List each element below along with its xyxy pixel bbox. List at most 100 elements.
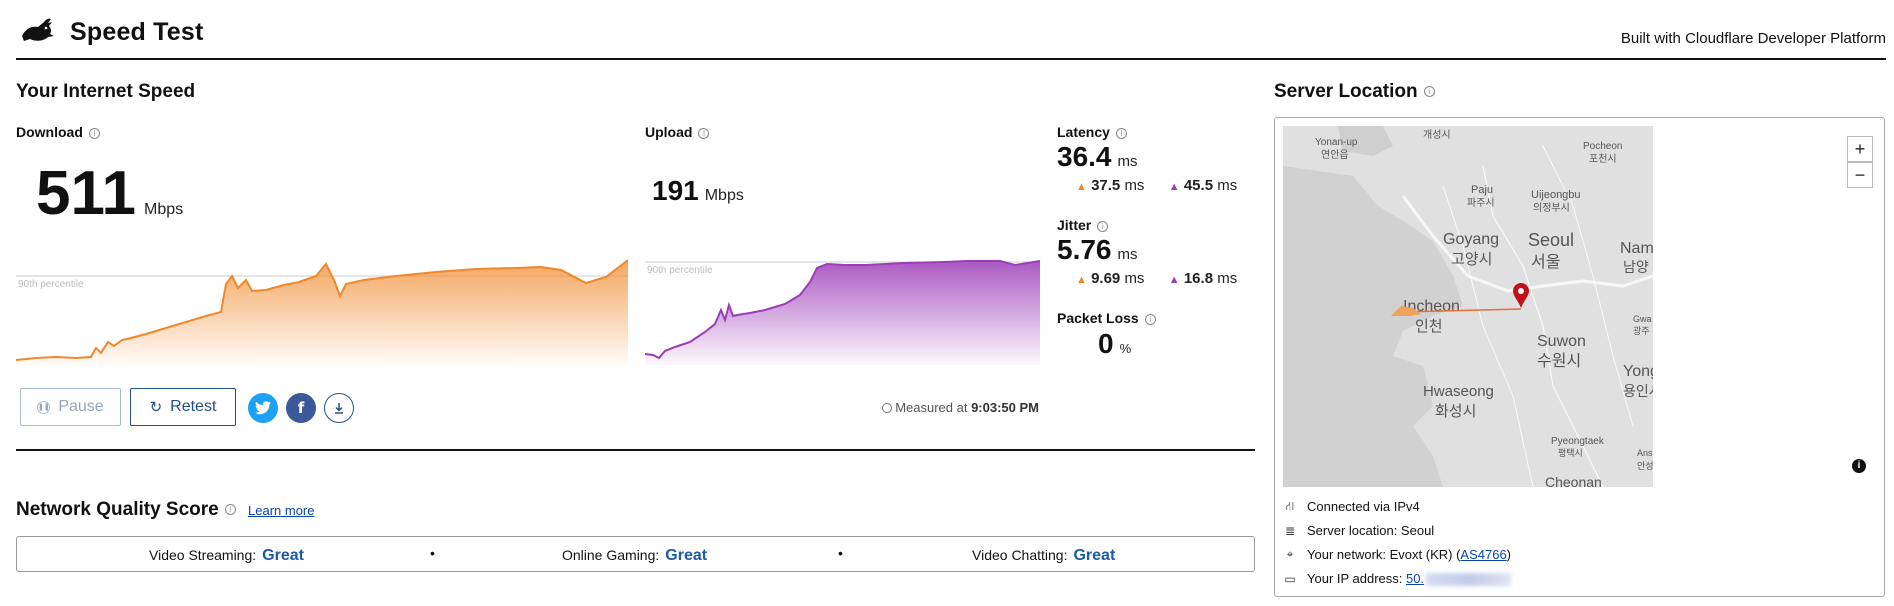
zoom-in-button[interactable]: + [1847,136,1873,162]
latency-number: 36.4 [1057,141,1112,172]
nqs-item-value: Great [665,547,708,564]
learn-more-link[interactable]: Learn more [248,503,315,518]
svg-text:Pocheon: Pocheon [1583,141,1622,152]
svg-text:Paju: Paju [1471,184,1493,196]
upload-percentile-label: 90th percentile [647,265,713,276]
download-label: Download i [16,124,100,140]
download-unit: Mbps [144,201,184,218]
svg-text:Ans: Ans [1637,448,1653,458]
download-arrow-icon: ▲ [1076,181,1087,193]
info-icon[interactable]: i [224,504,236,516]
location-pin-icon: ⌖ [1286,547,1294,561]
packet-loss-label-text: Packet Loss [1057,310,1139,326]
info-icon[interactable]: i [698,127,710,139]
svg-text:개성시: 개성시 [1423,129,1451,141]
server-location-title: Server Location i [1274,81,1435,103]
latency-label: Latency i [1057,124,1127,140]
download-series-line [16,259,628,361]
download-results-button[interactable] [324,393,354,423]
svg-text:서울: 서울 [1531,253,1560,271]
info-icon[interactable]: i [1144,313,1156,325]
download-chart: 90th percentile [16,250,628,365]
download-percentile-label: 90th percentile [18,279,84,290]
download-value: 511 Mbps [36,158,183,229]
svg-text:평택시: 평택시 [1558,448,1583,458]
packet-loss-value: 0% [1098,328,1131,360]
nqs-item-value: Great [262,547,304,564]
redacted-ip [1426,573,1512,587]
jitter-value: 5.76 ms [1057,234,1138,266]
client-area-marker [1391,306,1421,316]
latency-down-value: 37.5 [1091,177,1121,194]
refresh-icon: ↻ [149,399,163,416]
packet-loss-number: 0 [1098,328,1114,359]
built-with-text: Built with Cloudflare Developer Platform [1620,30,1886,47]
svg-text:고양시: 고양시 [1451,251,1492,268]
svg-text:의정부시: 의정부시 [1533,202,1570,214]
svg-text:포천시: 포천시 [1589,153,1617,165]
svg-text:Cheonan: Cheonan [1545,474,1602,487]
info-icon[interactable]: i [1115,127,1127,139]
svg-text:Yonan-up: Yonan-up [1315,137,1358,148]
nqs-title-text: Network Quality Score [16,499,219,520]
nqs-online-gaming: Online Gaming: Great [562,547,707,565]
packet-loss-label: Packet Loss i [1057,310,1156,326]
measured-prefix: Measured at [895,400,968,415]
svg-text:Uijeongbu: Uijeongbu [1531,189,1581,201]
jitter-unit: ms [1117,246,1138,263]
map-attribution-icon[interactable]: i [1852,459,1866,473]
facebook-icon: f [297,399,305,417]
upload-unit: Mbps [704,187,744,204]
svg-text:Pyeongtaek: Pyeongtaek [1551,436,1605,447]
svg-text:Goyang: Goyang [1443,231,1499,248]
app-title: Speed Test [70,18,204,46]
nqs-item-value: Great [1073,547,1116,564]
twitter-share-button[interactable] [248,393,278,423]
svg-text:안성: 안성 [1637,461,1653,471]
info-icon[interactable]: i [88,127,100,139]
server-pin-icon [1513,283,1529,308]
rabbit-icon [18,14,58,44]
nqs-item-label: Online Gaming: [562,547,660,563]
separator-dot: • [430,545,435,561]
map-canvas[interactable]: Yonan-up 연안읍 개성시 Pocheon 포천시 Paju 파주시 Ui… [1283,126,1653,487]
pause-button[interactable]: ❚❚ Pause [20,388,121,426]
ip-row: ▭ Your IP address: 50. [1283,571,1512,587]
svg-text:Gwa: Gwa [1633,314,1652,324]
info-icon[interactable]: i [1423,86,1435,98]
server-icon: ≣ [1284,523,1296,538]
ip-card-icon: ▭ [1284,571,1296,586]
jitter-breakdown: ▲ 9.69 ms ▲ 16.8 ms [1076,270,1237,287]
ip-text: Your IP address: 50. [1307,571,1512,587]
section-divider [16,449,1255,451]
jitter-label: Jitter i [1057,217,1109,233]
server-location-row: ≣ Server location: Seoul [1283,523,1434,538]
latency-down-unit: ms [1124,177,1145,194]
network-topology-icon: ⛙ [1285,498,1295,513]
connection-line [1400,308,1522,313]
facebook-share-button[interactable]: f [286,393,316,423]
upload-arrow-icon: ▲ [1168,181,1180,193]
nqs-item-label: Video Chatting: [972,547,1068,563]
download-arrow-icon: ▲ [1076,274,1087,286]
download-icon [335,403,343,414]
latency-up-value: 45.5 [1183,177,1214,194]
svg-text:인천: 인천 [1415,318,1443,335]
svg-text:Seoul: Seoul [1528,230,1574,250]
upload-arrow-icon: ▲ [1168,274,1180,286]
connection-row: ⛙ Connected via IPv4 [1283,498,1420,515]
upload-label: Upload i [645,124,710,140]
svg-text:Hwaseong: Hwaseong [1423,383,1494,400]
upload-chart: 90th percentile [645,250,1040,365]
svg-text:파주시: 파주시 [1467,197,1495,209]
upload-value: 191 Mbps [652,175,744,207]
asn-link[interactable]: AS4766 [1460,547,1507,562]
latency-up-unit: ms [1217,177,1238,194]
info-icon[interactable]: i [1097,220,1109,232]
latency-unit: ms [1117,153,1138,170]
zoom-out-button[interactable]: − [1847,162,1873,188]
server-location-title-text: Server Location [1274,81,1418,102]
ip-address-link[interactable]: 50. [1406,571,1425,586]
jitter-label-text: Jitter [1057,217,1092,233]
retest-button[interactable]: ↻ Retest [130,388,236,426]
